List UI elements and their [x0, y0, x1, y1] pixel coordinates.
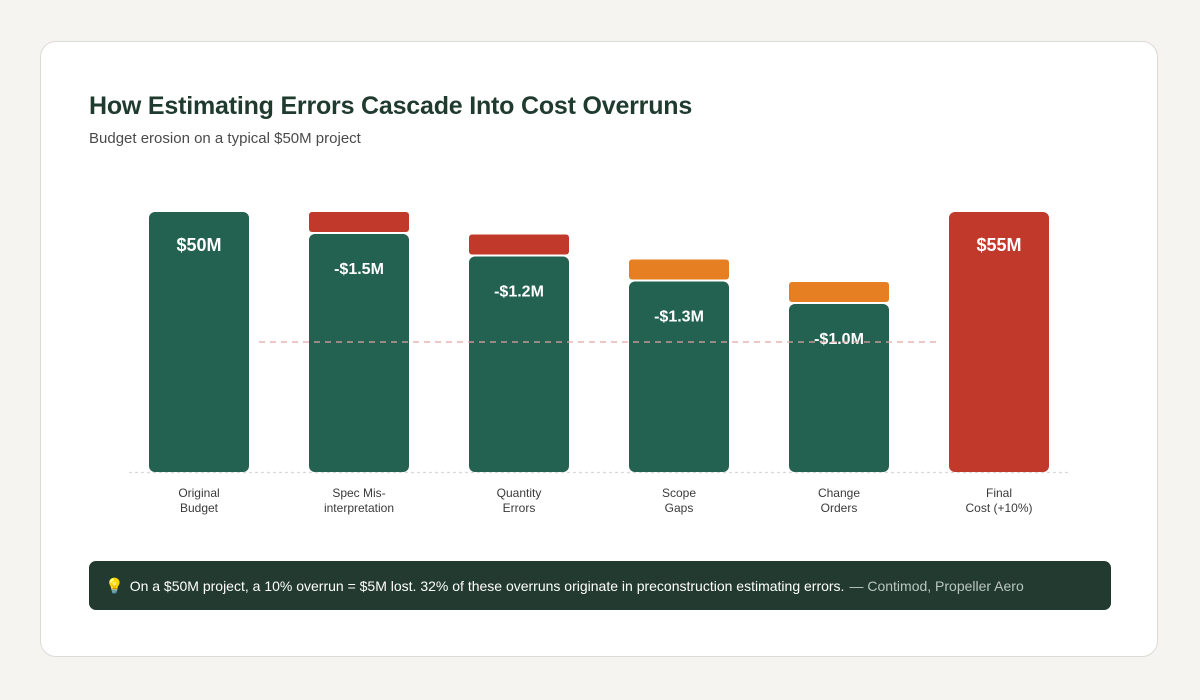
x-tick-label-2-1: Errors [503, 501, 536, 515]
x-tick-label-4-1: Orders [821, 501, 858, 515]
bar-2 [469, 256, 569, 472]
bar-value-label-2: -$1.2M [494, 284, 544, 301]
bar-0 [149, 212, 249, 472]
bar-value-label-3: -$1.3M [654, 309, 704, 326]
x-tick-label-5-1: Cost (+10%) [965, 501, 1032, 515]
bar-cap-1 [309, 212, 409, 232]
x-tick-label-0-1: Budget [180, 501, 219, 515]
bar-5 [949, 212, 1049, 472]
callout-source: — Contimod, Propeller Aero [849, 577, 1024, 594]
bar-value-label-0: $50M [176, 235, 221, 255]
bar-cap-2 [469, 234, 569, 255]
chart-subtitle: Budget erosion on a typical $50M project [89, 130, 361, 147]
x-tick-label-1-1: interpretation [324, 501, 394, 515]
x-tick-label-3-0: Scope [662, 486, 696, 500]
bar-value-label-4: -$1.0M [814, 331, 864, 348]
bar-value-label-1: -$1.5M [334, 261, 384, 278]
x-tick-label-4-0: Change [818, 486, 860, 500]
chart-card: How Estimating Errors Cascade Into Cost … [40, 41, 1158, 657]
bar-value-label-5: $55M [976, 235, 1021, 255]
x-tick-label-3-1: Gaps [665, 501, 694, 515]
x-tick-label-2-0: Quantity [497, 486, 542, 500]
lightbulb-icon: 💡 [105, 577, 124, 595]
x-tick-label-0-0: Original [178, 486, 219, 500]
bar-cap-3 [629, 259, 729, 280]
bar-cap-4 [789, 282, 889, 302]
bar-1 [309, 234, 409, 472]
bar-4 [789, 304, 889, 472]
chart-title: How Estimating Errors Cascade Into Cost … [89, 92, 693, 120]
bar-3 [629, 281, 729, 472]
x-tick-label-5-0: Final [986, 486, 1012, 500]
insight-callout: 💡 On a $50M project, a 10% overrun = $5M… [89, 561, 1111, 610]
callout-text: On a $50M project, a 10% overrun = $5M l… [129, 577, 845, 594]
x-tick-label-1-0: Spec Mis- [332, 486, 385, 500]
